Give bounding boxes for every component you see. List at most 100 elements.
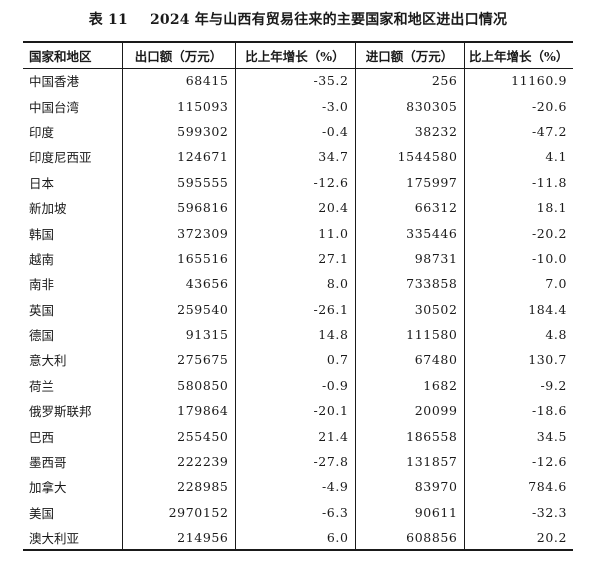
cell-import: 830305 <box>354 93 464 119</box>
header-row: 国家和地区 出口额（万元） 比上年增长（%） 进口额（万元） 比上年增长（%） <box>23 41 573 69</box>
cell-import-growth: 7.0 <box>463 271 573 297</box>
table-caption: 表 11 2024 年与山西有贸易往来的主要国家和地区进出口情况 <box>0 9 596 29</box>
table-row: 中国台湾 115093 -3.0 830305 -20.6 <box>23 93 573 119</box>
cell-export-growth: 14.8 <box>234 321 355 348</box>
cell-export-growth: -12.6 <box>234 169 355 195</box>
cell-export-growth: -0.9 <box>234 372 355 399</box>
cell-import-growth: -32.3 <box>463 499 573 526</box>
cell-import: 131857 <box>354 448 464 475</box>
table-row: 日本 595555 -12.6 175997 -11.8 <box>23 169 573 195</box>
cell-export: 580850 <box>121 372 235 399</box>
cell-import: 67480 <box>354 347 464 373</box>
cell-import: 38232 <box>354 118 464 145</box>
cell-export: 165516 <box>121 245 235 272</box>
cell-export-growth: 0.7 <box>234 347 355 373</box>
header-import: 进口额（万元） <box>354 41 464 69</box>
table-row: 韩国 372309 11.0 335446 -20.2 <box>23 220 573 246</box>
table-row: 巴西 255450 21.4 186558 34.5 <box>23 423 573 449</box>
header-import-growth: 比上年增长（%） <box>463 41 573 69</box>
table-row: 加拿大 228985 -4.9 83970 784.6 <box>23 474 573 500</box>
cell-region: 印度 <box>29 124 55 140</box>
cell-import-growth: -11.8 <box>463 169 573 195</box>
cell-import-growth: 4.8 <box>463 321 573 348</box>
cell-import: 733858 <box>354 271 464 297</box>
cell-region: 荷兰 <box>29 378 55 394</box>
cell-region: 新加坡 <box>29 201 67 217</box>
cell-region: 澳大利亚 <box>23 525 122 552</box>
cell-export-growth: 6.0 <box>234 525 355 552</box>
table-row: 中国香港 68415 -35.2 256 11160.9 <box>23 68 573 94</box>
table-row: 新加坡 596816 20.4 66312 18.1 <box>23 194 573 221</box>
table-row: 英国 259540 -26.1 30502 184.4 <box>23 296 573 322</box>
cell-import: 90611 <box>354 499 464 526</box>
cell-region: 英国 <box>29 302 55 318</box>
cell-import-growth: 184.4 <box>463 296 573 322</box>
cell-export: 68415 <box>121 68 235 94</box>
cell-export: 222239 <box>121 448 235 475</box>
table-row: 美国 2970152 -6.3 90611 -32.3 <box>23 499 573 526</box>
cell-import: 20099 <box>354 398 464 424</box>
table-title: 2024 年与山西有贸易往来的主要国家和地区进出口情况 <box>149 12 508 28</box>
cell-region: 德国 <box>29 328 55 344</box>
cell-import-growth: -20.2 <box>463 220 573 246</box>
table-row: 意大利 275675 0.7 67480 130.7 <box>23 347 573 373</box>
header-export: 出口额（万元） <box>121 41 235 69</box>
trade-table: 国家和地区 出口额（万元） 比上年增长（%） 进口额（万元） 比上年增长（%） … <box>23 41 573 552</box>
table-number: 表 11 <box>88 12 128 28</box>
cell-export-growth: -6.3 <box>234 499 355 526</box>
cell-import-growth: 18.1 <box>463 194 573 221</box>
cell-region: 加拿大 <box>29 480 67 496</box>
cell-export-growth: 27.1 <box>234 245 355 272</box>
cell-export-growth: -4.9 <box>234 474 355 500</box>
cell-export: 595555 <box>121 169 235 195</box>
cell-export-growth: -20.1 <box>234 398 355 424</box>
cell-export-growth: -35.2 <box>234 68 355 94</box>
cell-export: 2970152 <box>121 499 235 526</box>
cell-export-growth: 21.4 <box>234 423 355 449</box>
cell-import: 1544580 <box>354 144 464 170</box>
table-row: 印度 599302 -0.4 38232 -47.2 <box>23 118 573 145</box>
cell-export-growth: 8.0 <box>234 271 355 297</box>
table-header: 国家和地区 出口额（万元） 比上年增长（%） 进口额（万元） 比上年增长（%） <box>23 41 573 69</box>
cell-export-growth: 20.4 <box>234 194 355 221</box>
cell-export-growth: -3.0 <box>234 93 355 119</box>
table-row: 越南 165516 27.1 98731 -10.0 <box>23 245 573 272</box>
table-body: 中国香港 68415 -35.2 256 11160.9 中国台湾 115093 -3.0 83… <box>23 68 573 552</box>
cell-import-growth: -20.6 <box>463 93 573 119</box>
cell-export: 255450 <box>121 423 235 449</box>
cell-import-growth: 4.1 <box>463 144 573 170</box>
cell-region: 俄罗斯联邦 <box>29 404 92 420</box>
cell-import: 83970 <box>354 474 464 500</box>
cell-export: 228985 <box>121 474 235 500</box>
cell-import-growth: 130.7 <box>463 347 573 373</box>
cell-region: 日本 <box>29 175 55 191</box>
cell-import-growth: -12.6 <box>463 448 573 475</box>
cell-export-growth: -0.4 <box>234 118 355 145</box>
cell-export: 259540 <box>121 296 235 322</box>
cell-import-growth: -9.2 <box>463 372 573 399</box>
cell-export: 275675 <box>121 347 235 373</box>
cell-export: 214956 <box>121 525 235 552</box>
table-row: 俄罗斯联邦 179864 -20.1 20099 -18.6 <box>23 398 573 424</box>
table-row: 荷兰 580850 -0.9 1682 -9.2 <box>23 372 573 399</box>
cell-export-growth: 11.0 <box>234 220 355 246</box>
cell-import-growth: -10.0 <box>463 245 573 272</box>
cell-region: 南非 <box>29 277 55 293</box>
cell-import: 111580 <box>354 321 464 348</box>
cell-region: 中国香港 <box>29 74 80 90</box>
cell-export: 124671 <box>121 144 235 170</box>
cell-export: 43656 <box>121 271 235 297</box>
cell-region: 巴西 <box>29 429 55 445</box>
table-row: 澳大利亚 214956 6.0 608856 20.2 <box>23 525 573 552</box>
cell-export-growth: -26.1 <box>234 296 355 322</box>
cell-import: 256 <box>354 68 464 94</box>
cell-import-growth: 34.5 <box>463 423 573 449</box>
cell-region: 墨西哥 <box>29 455 67 471</box>
cell-region: 意大利 <box>29 353 67 369</box>
cell-export: 372309 <box>121 220 235 246</box>
cell-export-growth: 34.7 <box>234 144 355 170</box>
cell-region: 印度尼西亚 <box>29 150 92 166</box>
cell-import: 1682 <box>354 372 464 399</box>
cell-import: 175997 <box>354 169 464 195</box>
cell-import-growth: -18.6 <box>463 398 573 424</box>
